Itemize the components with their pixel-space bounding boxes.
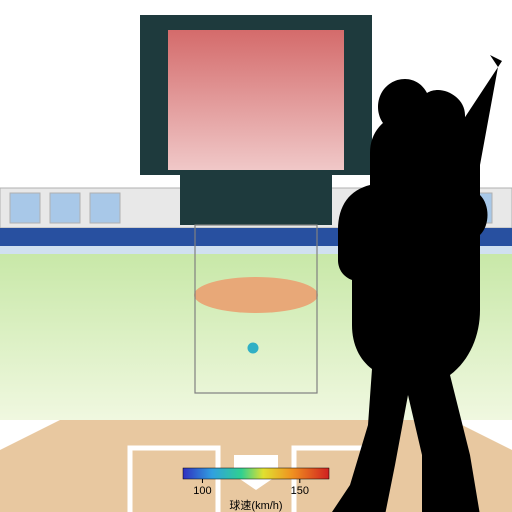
stand-window [90,193,120,223]
pitchers-mound [194,277,318,313]
stand-window [10,193,40,223]
scoreboard-foot [180,175,332,225]
speed-tick-label: 150 [291,485,309,497]
speed-tick-label: 100 [193,485,211,497]
pitch-marker [248,343,259,354]
speed-colorbar [183,468,329,479]
speed-axis-label: 球速(km/h) [229,498,282,512]
stand-window [50,193,80,223]
scoreboard-screen [168,30,344,170]
